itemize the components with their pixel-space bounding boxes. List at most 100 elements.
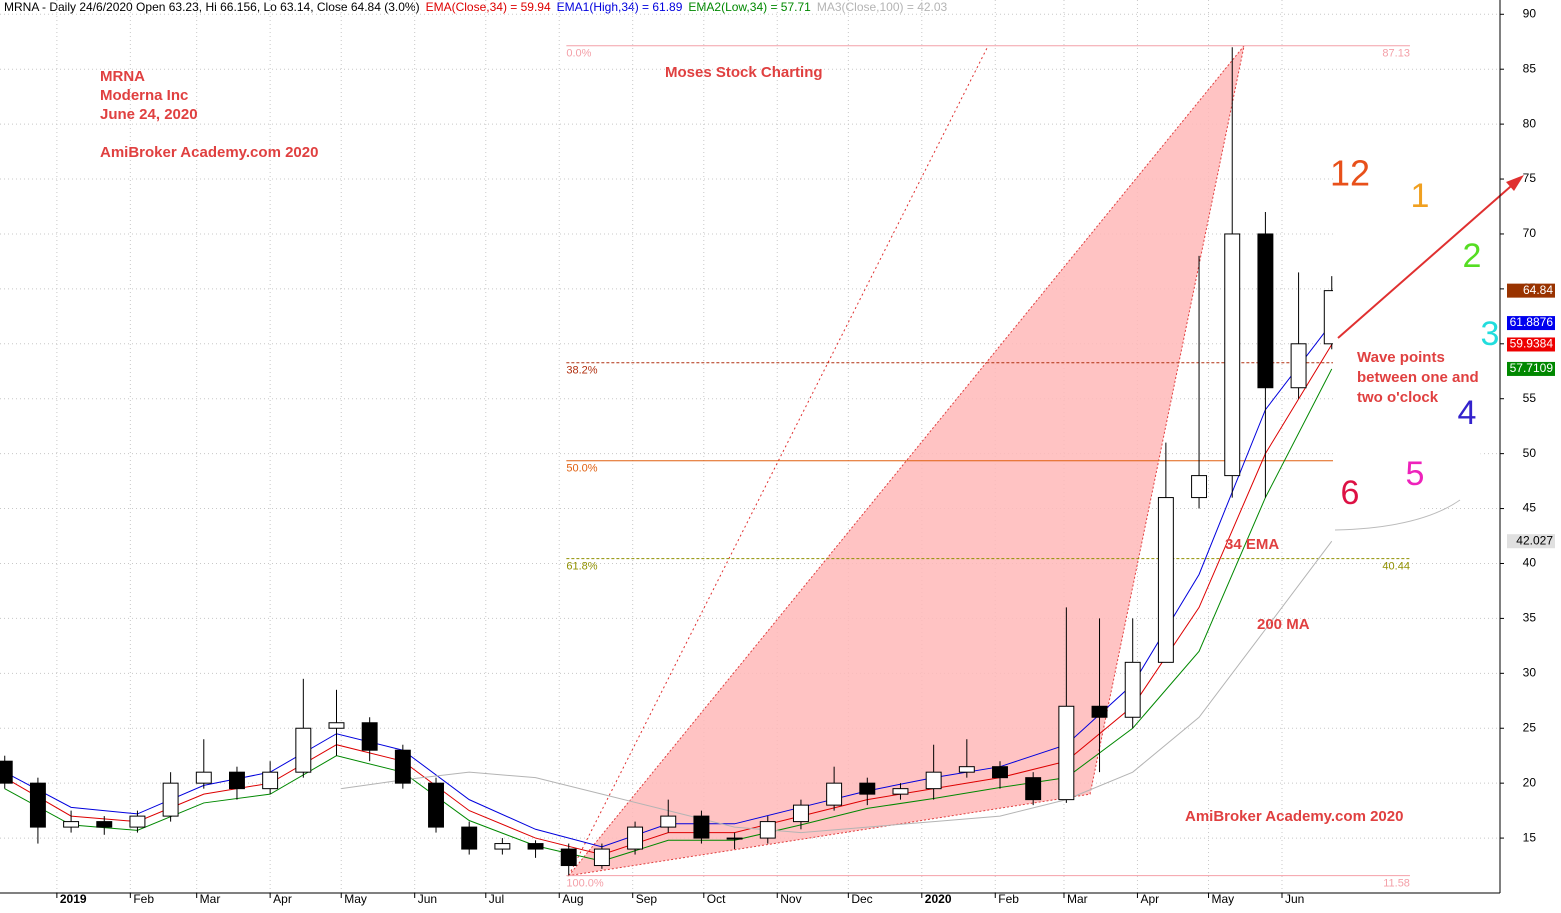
candle-body: [1157, 497, 1174, 663]
y-tick-label: 75: [1523, 171, 1537, 185]
y-tick-label: 50: [1523, 446, 1537, 460]
x-tick-label: 2019: [60, 892, 87, 906]
candle: [1224, 47, 1241, 498]
candle-body: [859, 782, 876, 795]
clock-face: [1333, 150, 1500, 532]
candle-body: [1224, 233, 1241, 477]
candle-body: [560, 848, 577, 867]
clock-number: 6: [1341, 474, 1360, 512]
candle-body: [627, 826, 644, 850]
clock-number: 1: [1411, 177, 1430, 215]
y-tick-label: 25: [1523, 720, 1537, 734]
candle-body: [162, 782, 179, 817]
candle: [1290, 272, 1307, 399]
clock-number: 4: [1458, 394, 1477, 432]
x-tick-label: May: [344, 892, 367, 906]
indicator-line: [4, 368, 1333, 862]
candle: [1091, 618, 1108, 773]
candle: [129, 810, 146, 833]
candle: [1124, 618, 1141, 729]
x-tick-label: Apr: [1140, 892, 1159, 906]
annotation: between one and: [1357, 369, 1479, 386]
price-tag-label: 61.8876: [1510, 315, 1554, 329]
candle-body: [527, 843, 544, 850]
annotation: two o'clock: [1357, 389, 1439, 406]
fib-label: 38.2%: [566, 365, 597, 377]
candle-body: [726, 837, 743, 840]
price-tag-label: 42.027: [1516, 533, 1553, 547]
candle-body: [1058, 705, 1075, 801]
price-tag: [1507, 361, 1555, 376]
candle: [693, 810, 710, 844]
candle-body: [29, 782, 46, 828]
y-tick-label: 20: [1523, 775, 1537, 789]
candle-body: [129, 815, 146, 828]
fib-label: 50.0%: [566, 463, 597, 475]
candle: [428, 777, 444, 833]
clock-number: 5: [1406, 455, 1425, 493]
x-tick-label: Dec: [851, 892, 872, 906]
y-tick-label: 90: [1523, 6, 1537, 20]
x-tick-label: Feb: [133, 892, 154, 906]
candle-body: [0, 760, 13, 784]
arrow: [1337, 179, 1519, 339]
fib-label: 61.8%: [566, 561, 597, 573]
y-tick-label: 30: [1523, 665, 1537, 679]
price-tag: [1507, 337, 1555, 352]
candle-body: [494, 843, 511, 850]
candle: [992, 761, 1008, 789]
x-tick-label: Feb: [998, 892, 1019, 906]
x-tick-label: Nov: [780, 892, 801, 906]
candle: [560, 843, 577, 876]
fib-price: 87.13: [1382, 48, 1410, 60]
candle: [262, 761, 279, 795]
candle: [1191, 255, 1208, 509]
clock-rim: [1334, 499, 1461, 531]
candle: [726, 832, 743, 850]
candle: [361, 717, 378, 762]
candle-body: [1025, 777, 1042, 801]
x-tick-label: Jun: [418, 892, 437, 906]
candle: [195, 739, 212, 789]
candle-body: [992, 766, 1008, 779]
candle-body: [693, 815, 710, 839]
annotation: 34 EMA: [1225, 536, 1279, 553]
candle-body: [328, 722, 345, 729]
candle: [328, 689, 345, 756]
x-tick-label: Apr: [273, 892, 292, 906]
clock-number: 3: [1481, 315, 1500, 353]
candle-body: [925, 771, 942, 790]
annotation: June 24, 2020: [100, 106, 198, 123]
candle-body: [63, 821, 80, 828]
legend-entry: EMA1(High,34) = 61.89: [557, 0, 683, 14]
x-tick-label: Jul: [489, 892, 504, 906]
fib-label: 100.0%: [566, 878, 604, 890]
candle-body: [660, 815, 677, 828]
candle-body: [1290, 343, 1307, 389]
candle-body: [1191, 475, 1208, 499]
candle: [394, 744, 411, 789]
x-tick-label: Mar: [200, 892, 221, 906]
candle: [96, 816, 113, 835]
candle: [1025, 772, 1042, 806]
indicator-line: [4, 344, 1333, 856]
clock-number: 12: [1330, 153, 1370, 194]
annotation: Moderna Inc: [100, 87, 188, 104]
candle: [29, 777, 46, 844]
annotation: Moses Stock Charting: [665, 64, 823, 81]
candle-body: [593, 848, 610, 867]
annotation: 200 MA: [1257, 616, 1310, 633]
candle-body: [461, 826, 478, 850]
annotation: AmiBroker Academy.com 2020: [1185, 808, 1403, 825]
y-tick-label: 85: [1523, 61, 1537, 75]
price-tag-label: 64.84: [1523, 283, 1553, 297]
candle-body: [892, 788, 909, 795]
fib-label: 0.0%: [566, 48, 591, 60]
x-tick-label: May: [1212, 892, 1235, 906]
candle: [892, 783, 909, 800]
candle: [1257, 211, 1274, 498]
price-tag-label: 59.9384: [1510, 337, 1554, 351]
candle: [461, 821, 478, 855]
candle: [826, 766, 843, 811]
pattern-triangle: [567, 45, 1245, 877]
